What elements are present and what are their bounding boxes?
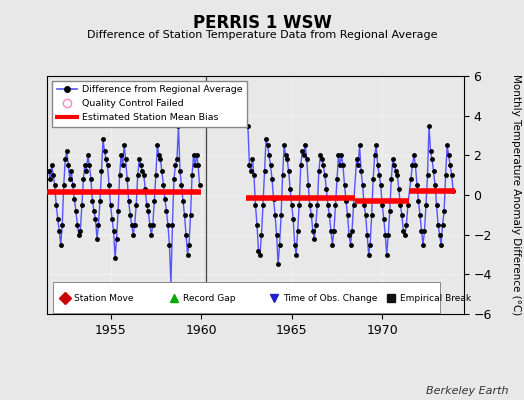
- Text: Difference of Station Temperature Data from Regional Average: Difference of Station Temperature Data f…: [87, 30, 437, 40]
- Text: Station Move: Station Move: [74, 294, 134, 303]
- Text: Record Gap: Record Gap: [183, 294, 235, 303]
- Bar: [52, 282, 440, 313]
- Text: Empirical Break: Empirical Break: [400, 294, 472, 303]
- Y-axis label: Monthly Temperature Anomaly Difference (°C): Monthly Temperature Anomaly Difference (…: [511, 74, 521, 316]
- Text: Time of Obs. Change: Time of Obs. Change: [282, 294, 377, 303]
- Text: PERRIS 1 WSW: PERRIS 1 WSW: [192, 14, 332, 32]
- Text: Berkeley Earth: Berkeley Earth: [426, 386, 508, 396]
- Legend: Difference from Regional Average, Quality Control Failed, Estimated Station Mean: Difference from Regional Average, Qualit…: [52, 81, 247, 127]
